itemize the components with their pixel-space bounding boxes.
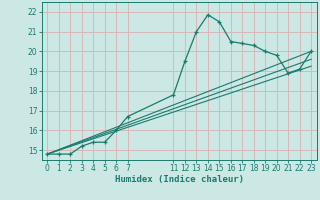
X-axis label: Humidex (Indice chaleur): Humidex (Indice chaleur) xyxy=(115,175,244,184)
